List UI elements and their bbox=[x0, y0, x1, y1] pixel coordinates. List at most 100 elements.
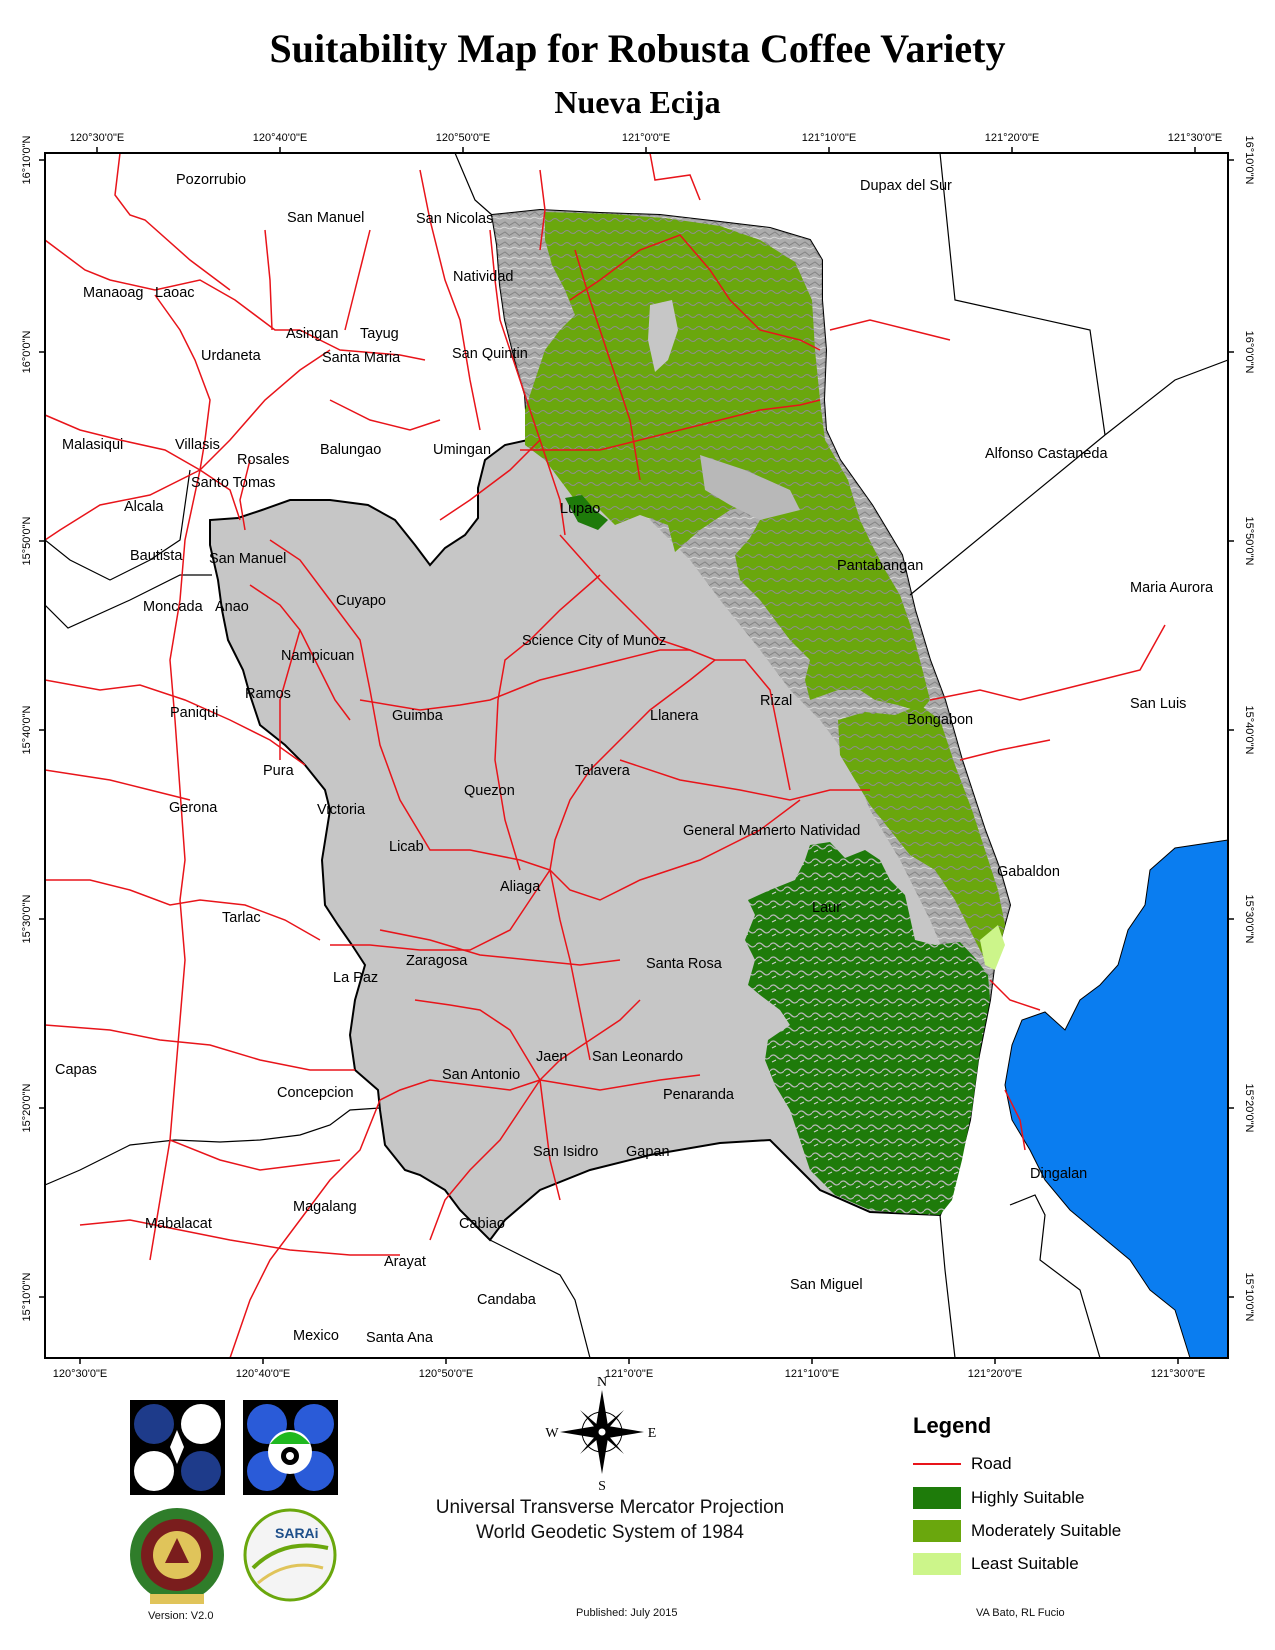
place-lupao: Lupao bbox=[560, 501, 600, 517]
lat-right-4: 15°40'0"N bbox=[1243, 706, 1255, 755]
projection-line-2: World Geodetic System of 1984 bbox=[476, 1522, 744, 1543]
water-body bbox=[1004, 839, 1228, 1358]
admin-boundaries bbox=[45, 153, 1228, 1358]
lat-left-4: 15°40'0"N bbox=[21, 705, 33, 754]
legend-label-road: Road bbox=[971, 1454, 1012, 1473]
place-laoac: Laoac bbox=[155, 285, 195, 301]
place-zaragosa: Zaragosa bbox=[406, 953, 468, 969]
place-llanera: Llanera bbox=[650, 708, 699, 724]
lon-bottom-7: 121°30'0"E bbox=[1151, 1368, 1205, 1380]
roads bbox=[45, 153, 1166, 1358]
lon-bottom-3: 120°50'0"E bbox=[419, 1368, 473, 1380]
graticule-ticks bbox=[39, 147, 1234, 1364]
place-guimba: Guimba bbox=[392, 708, 444, 724]
compass-s: S bbox=[598, 1479, 606, 1494]
legend-item-highly-suitable: Highly Suitable bbox=[913, 1486, 1084, 1510]
place-santa-maria: Santa Maria bbox=[322, 350, 401, 366]
place-balungao: Balungao bbox=[320, 442, 381, 458]
place-candaba: Candaba bbox=[477, 1292, 537, 1308]
moderately-suitable-swatch bbox=[913, 1520, 961, 1542]
projection-line-1: Universal Transverse Mercator Projection bbox=[435, 1497, 785, 1518]
place-pozorrubio: Pozorrubio bbox=[176, 172, 246, 188]
legend-label-moderately: Moderately Suitable bbox=[971, 1521, 1122, 1540]
place-dingalan: Dingalan bbox=[1030, 1166, 1087, 1182]
place-penaranda: Penaranda bbox=[663, 1087, 735, 1103]
lon-top-2: 120°40'0"E bbox=[253, 132, 307, 144]
least-suitable-patch bbox=[980, 925, 1005, 970]
legend-item-moderately-suitable: Moderately Suitable bbox=[913, 1519, 1121, 1543]
map-subtitle: Nueva Ecija bbox=[554, 84, 721, 120]
legend-label-least: Least Suitable bbox=[971, 1554, 1079, 1573]
place-asingan: Asingan bbox=[286, 326, 338, 342]
lat-right-3: 15°50'0"N bbox=[1243, 517, 1255, 566]
place-cabiao: Cabiao bbox=[459, 1216, 505, 1232]
highly-suitable-swatch bbox=[913, 1487, 961, 1509]
place-arayat: Arayat bbox=[384, 1254, 426, 1270]
hillshade-gap-2 bbox=[700, 455, 800, 520]
map-title: Suitability Map for Robusta Coffee Varie… bbox=[269, 26, 1006, 71]
place-villasis: Villasis bbox=[175, 437, 220, 453]
place-santa-rosa: Santa Rosa bbox=[646, 956, 723, 972]
lat-right-5: 15°30'0"N bbox=[1243, 895, 1255, 944]
place-talavera: Talavera bbox=[575, 763, 631, 779]
place-mexico: Mexico bbox=[293, 1328, 339, 1344]
dost-logo bbox=[130, 1400, 225, 1495]
place-santo-tomas: Santo Tomas bbox=[191, 475, 275, 491]
place-bautista: Bautista bbox=[130, 548, 183, 564]
lon-bottom-2: 120°40'0"E bbox=[236, 1368, 290, 1380]
lat-left-3: 15°50'0"N bbox=[21, 516, 33, 565]
place-moncada: Moncada bbox=[143, 599, 204, 615]
up-seal-logo bbox=[130, 1508, 224, 1604]
graticule-labels: 120°30'0"E 120°40'0"E 120°50'0"E 121°0'0… bbox=[21, 132, 1255, 1380]
place-gerona: Gerona bbox=[169, 800, 218, 816]
place-umingan: Umingan bbox=[433, 442, 491, 458]
lat-right-1: 16°10'0"N bbox=[1243, 136, 1255, 185]
legend-title: Legend bbox=[913, 1413, 992, 1438]
place-san-quintin: San Quintin bbox=[452, 346, 528, 362]
place-general-mamerto-natividad: General Mamerto Natividad bbox=[683, 823, 860, 839]
place-rosales: Rosales bbox=[237, 452, 289, 468]
place-malasiqui: Malasiqui bbox=[62, 437, 123, 453]
place-licab: Licab bbox=[389, 839, 424, 855]
highly-suitable-lupao bbox=[565, 495, 608, 530]
place-alfonso-castaneda: Alfonso Castaneda bbox=[985, 446, 1108, 462]
place-san-luis: San Luis bbox=[1130, 696, 1186, 712]
road-symbol bbox=[913, 1463, 961, 1465]
lat-left-1: 16°10'0"N bbox=[21, 135, 33, 184]
compass-e: E bbox=[648, 1426, 657, 1441]
place-pantabangan: Pantabangan bbox=[837, 558, 923, 574]
pcaarrd-logo bbox=[243, 1400, 338, 1495]
place-san-antonio: San Antonio bbox=[442, 1067, 520, 1083]
place-alcala: Alcala bbox=[124, 499, 164, 515]
place-jaen: Jaen bbox=[536, 1049, 567, 1065]
lat-right-6: 15°20'0"N bbox=[1243, 1084, 1255, 1133]
place-anao: Anao bbox=[215, 599, 249, 615]
lon-top-6: 121°20'0"E bbox=[985, 132, 1039, 144]
place-natividad: Natividad bbox=[453, 269, 513, 285]
place-gabaldon: Gabaldon bbox=[997, 864, 1060, 880]
place-san-manuel-north: San Manuel bbox=[287, 210, 364, 226]
place-san-manuel-south: San Manuel bbox=[209, 551, 286, 567]
published-text: Published: July 2015 bbox=[576, 1607, 678, 1619]
legend-item-least-suitable: Least Suitable bbox=[913, 1552, 1079, 1576]
place-tarlac: Tarlac bbox=[222, 910, 261, 926]
compass-w: W bbox=[545, 1426, 559, 1441]
place-urdaneta: Urdaneta bbox=[201, 348, 262, 364]
compass-n: N bbox=[597, 1375, 607, 1390]
place-magalang: Magalang bbox=[293, 1199, 357, 1215]
moderately-suitable-east bbox=[838, 705, 1005, 960]
sarai-logo-text: SARAi bbox=[275, 1525, 319, 1541]
place-rizal: Rizal bbox=[760, 693, 792, 709]
place-mabalacat: Mabalacat bbox=[145, 1216, 212, 1232]
place-manaoag: Manaoag bbox=[83, 285, 143, 301]
place-maria-aurora: Maria Aurora bbox=[1130, 580, 1214, 596]
lon-bottom-5: 121°10'0"E bbox=[785, 1368, 839, 1380]
lon-top-5: 121°10'0"E bbox=[802, 132, 856, 144]
place-laur: Laur bbox=[812, 900, 841, 916]
legend-label-highly: Highly Suitable bbox=[971, 1488, 1085, 1507]
place-la-paz: La Paz bbox=[333, 970, 378, 986]
place-science-city-of-munoz: Science City of Munoz bbox=[522, 633, 666, 649]
place-gapan: Gapan bbox=[626, 1144, 670, 1160]
compass-rose: N S E W bbox=[545, 1375, 656, 1494]
